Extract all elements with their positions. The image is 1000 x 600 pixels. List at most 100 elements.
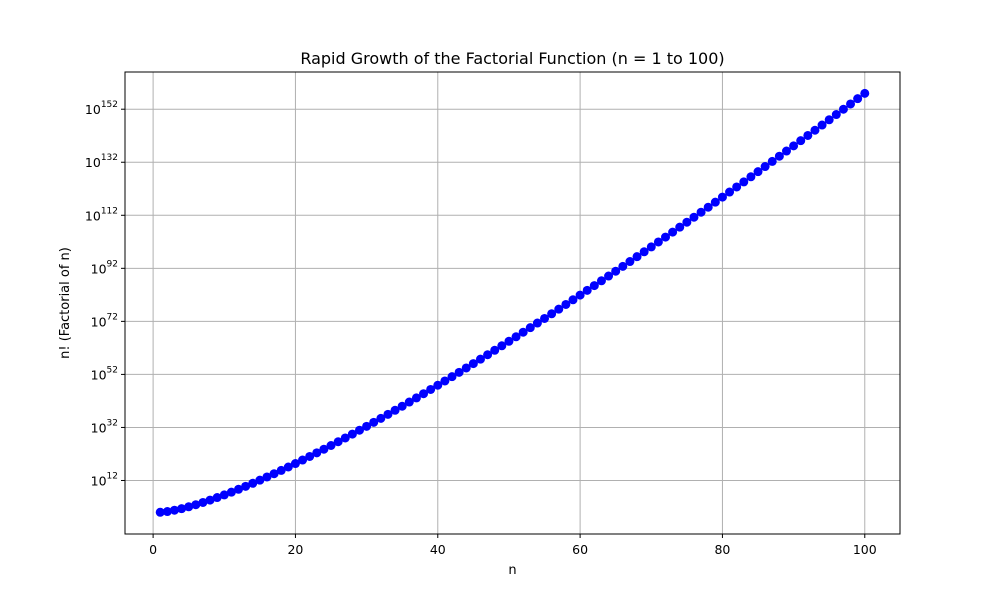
data-point <box>483 350 493 360</box>
data-point <box>298 455 308 465</box>
data-point <box>461 363 471 373</box>
data-point <box>661 232 671 242</box>
data-point <box>269 469 279 479</box>
data-point <box>803 130 813 140</box>
x-tick-label: 40 <box>430 542 446 557</box>
y-tick-label-exponent: 72 <box>107 312 118 322</box>
data-point <box>725 187 735 197</box>
x-tick-label: 100 <box>853 542 877 557</box>
data-point <box>554 304 564 314</box>
data-point <box>540 313 550 323</box>
data-point <box>796 136 806 146</box>
y-tick-label: 1052 <box>91 365 118 382</box>
y-tick-label: 10112 <box>85 206 118 223</box>
x-tick-label: 80 <box>714 542 730 557</box>
x-axis-label: n <box>508 563 516 578</box>
data-point <box>326 441 336 451</box>
data-point <box>155 507 165 517</box>
data-point <box>774 151 784 161</box>
data-point <box>169 505 179 515</box>
y-tick-label-base: 10 <box>91 367 107 382</box>
data-point <box>333 437 343 447</box>
data-point <box>241 481 251 491</box>
y-tick-label-exponent: 112 <box>101 206 118 216</box>
data-point <box>589 281 599 291</box>
data-point <box>532 318 542 328</box>
y-tick-label: 1092 <box>91 259 118 276</box>
data-point <box>760 162 770 172</box>
data-point <box>675 222 685 232</box>
y-tick-label: 1072 <box>91 312 118 329</box>
y-tick-label: 1032 <box>91 418 118 435</box>
y-tick-label-base: 10 <box>91 261 107 276</box>
data-point <box>717 192 727 202</box>
data-point <box>433 380 443 390</box>
y-tick-label-exponent: 152 <box>101 100 118 110</box>
data-point <box>276 465 286 475</box>
data-point <box>767 156 777 166</box>
data-point <box>454 367 464 377</box>
tick-marks <box>121 108 866 538</box>
data-point <box>817 120 827 130</box>
data-point <box>618 261 628 271</box>
data-point <box>376 413 386 423</box>
data-point <box>362 421 372 431</box>
data-point <box>753 167 763 177</box>
data-point <box>646 242 656 252</box>
data-point <box>411 393 421 403</box>
data-point <box>198 497 208 507</box>
data-point <box>568 295 578 305</box>
x-tick-label: 0 <box>149 542 157 557</box>
data-point <box>177 504 187 514</box>
data-point <box>561 299 571 309</box>
data-point <box>625 257 635 267</box>
data-point <box>689 212 699 222</box>
data-point <box>255 475 265 485</box>
data-point <box>219 490 229 500</box>
y-tick-label-exponent: 52 <box>107 365 118 375</box>
y-tick-label-exponent: 132 <box>101 153 118 163</box>
data-point <box>419 389 429 399</box>
data-point <box>312 448 322 458</box>
y-tick-label: 10132 <box>85 153 118 170</box>
data-point <box>475 354 485 364</box>
data-point <box>860 88 870 98</box>
y-tick-label-base: 10 <box>91 314 107 329</box>
data-point <box>191 500 201 510</box>
data-point <box>404 397 414 407</box>
y-tick-label-base: 10 <box>85 208 101 223</box>
data-point <box>632 252 642 262</box>
y-tick-label-exponent: 92 <box>107 259 118 269</box>
data-point <box>575 290 585 300</box>
y-tick-label: 1012 <box>91 471 118 488</box>
data-point <box>440 376 450 386</box>
data-point <box>611 266 621 276</box>
data-point <box>668 227 678 237</box>
series-line <box>160 92 866 514</box>
data-point <box>639 247 649 257</box>
series-layer <box>155 88 870 517</box>
data-point <box>447 372 457 382</box>
data-point <box>162 507 172 517</box>
data-point <box>262 472 272 482</box>
data-point <box>810 125 820 135</box>
data-point <box>390 405 400 415</box>
y-tick-label: 10152 <box>85 100 118 117</box>
data-point <box>732 182 742 192</box>
data-point <box>781 146 791 156</box>
data-point <box>319 444 329 454</box>
data-point <box>710 197 720 207</box>
data-point <box>347 429 357 439</box>
data-point <box>234 484 244 494</box>
data-point <box>703 202 713 212</box>
data-point <box>283 462 293 472</box>
data-point <box>739 177 749 187</box>
data-point <box>504 336 514 346</box>
plot-frame <box>124 71 901 535</box>
data-point <box>824 115 834 125</box>
y-tick-label-exponent: 32 <box>107 418 118 428</box>
data-point <box>831 110 841 120</box>
data-point <box>340 433 350 443</box>
